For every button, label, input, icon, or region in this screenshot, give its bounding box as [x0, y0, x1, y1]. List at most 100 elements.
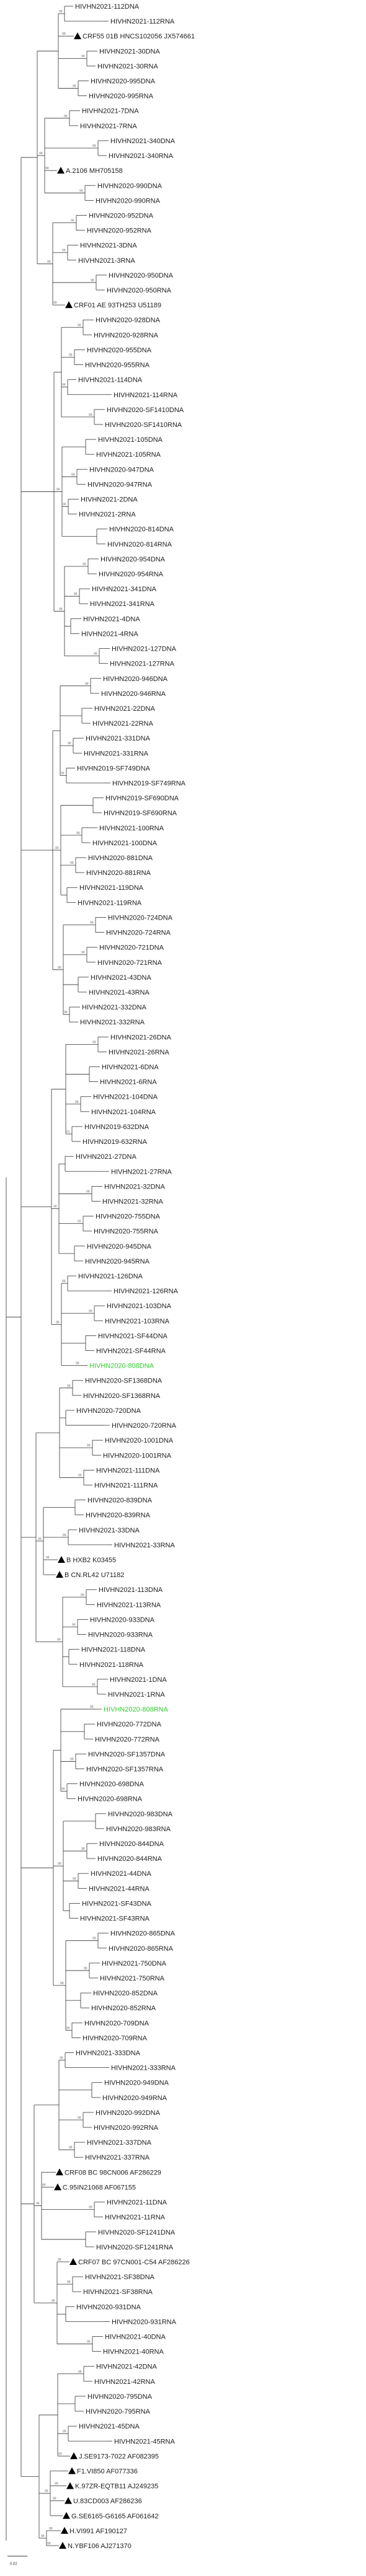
- tip-label: HIVHN2020-931RNA: [112, 2318, 177, 2326]
- bootstrap-label: 99: [78, 323, 81, 327]
- bootstrap-label: 99: [94, 653, 97, 656]
- bootstrap-label: 99: [68, 742, 71, 745]
- tip-label: HIVHN2019-SF749DNA: [77, 765, 151, 772]
- tip-label: HIVHN2020-755RNA: [94, 1228, 159, 1236]
- tip-label: HIVHN2020-945DNA: [87, 1243, 152, 1251]
- tip-label: HIVHN2021-27RNA: [111, 1168, 172, 1176]
- tip-label: HIVHN2020-720DNA: [76, 1407, 141, 1415]
- bootstrap-label: 99: [61, 771, 65, 775]
- tip-label: CRF08 BC 98CN006 AF286229: [65, 2169, 161, 2176]
- triangle-icon: [61, 2526, 68, 2534]
- tip-label: HIVHN2021-30DNA: [99, 48, 160, 55]
- tip-label: HIVHN2021-45DNA: [79, 2423, 140, 2430]
- tip-label: J.SE9173-7022 AF082395: [79, 2453, 159, 2460]
- tip-label: N.YBF106 AJ271370: [68, 2543, 132, 2550]
- tip-label: HIVHN2021-22DNA: [94, 705, 155, 713]
- bootstrap-label: 99: [53, 2497, 56, 2501]
- bootstrap-label: 99: [63, 2430, 66, 2433]
- scale-bar: 0.02: [7, 2556, 27, 2566]
- tip-label: HIVHN2021-7RNA: [80, 123, 137, 130]
- bootstrap-label: 99: [38, 1537, 42, 1541]
- bootstrap-label: 99: [58, 1862, 61, 1866]
- bootstrap-label: 99: [71, 473, 75, 477]
- bootstrap-label: 99: [51, 2299, 55, 2303]
- tip-label: F1.VI850 AF077336: [77, 2468, 138, 2475]
- bootstrap-label: 99: [67, 2280, 71, 2284]
- tip-label: HIVHN2020-928DNA: [96, 317, 161, 324]
- tip-label: HIVHN2019-SF749RNA: [112, 780, 186, 788]
- bootstrap-label: 99: [89, 2206, 92, 2210]
- triangle-icon: [70, 2452, 78, 2460]
- tip-label: HIVHN2021-42DNA: [96, 2363, 157, 2371]
- tip-label: HIVHN2020-865DNA: [110, 1930, 176, 1938]
- tip-label: HIVHN2021-341DNA: [92, 586, 157, 593]
- bootstrap-label: 99: [69, 353, 73, 357]
- bootstrap-label: 99: [62, 249, 66, 253]
- tip-label: HIVHN2020-852DNA: [93, 1990, 158, 1997]
- tip-label: C.95IN21068 AF067155: [63, 2184, 136, 2191]
- tip-label: HIVHN2020-720RNA: [112, 1422, 177, 1430]
- bootstrap-label: 99: [92, 1937, 96, 1941]
- tip-label: HIVHN2021-11RNA: [105, 2214, 166, 2222]
- tip-label: HIVHN2020-949RNA: [102, 2095, 167, 2102]
- bootstrap-label: 99: [59, 607, 63, 611]
- tip-label: HIVHN2021-114RNA: [114, 392, 178, 399]
- triangle-icon: [57, 167, 65, 174]
- tip-label: HIVHN2021-SF38DNA: [85, 2274, 155, 2281]
- tip-label: HIVHN2021-105DNA: [98, 436, 163, 444]
- bootstrap-label: 99: [75, 1101, 79, 1104]
- tip-label: HIVHN2020-955RNA: [85, 362, 150, 369]
- tip-label: HIVHN2021-112DNA: [75, 3, 140, 11]
- triangle-icon: [65, 2497, 72, 2504]
- bootstrap-label: 99: [62, 1280, 66, 1283]
- bootstrap-label: 99: [58, 966, 61, 970]
- tip-label: HIVHN2020-990RNA: [96, 197, 161, 204]
- tip-label: HIVHN2020-852RNA: [91, 2005, 156, 2012]
- tip-label: HIVHN2019-632DNA: [84, 1123, 150, 1131]
- tip-label: HIVHN2020-933RNA: [88, 1632, 153, 1639]
- tip-label: HIVHN2021-11DNA: [107, 2199, 167, 2207]
- bootstrap-label: 99: [47, 2542, 51, 2546]
- bootstrap-label: 99: [63, 503, 66, 507]
- bootstrap-label: 99: [81, 1593, 84, 1597]
- triangle-icon: [68, 2467, 76, 2474]
- tip-label: HIVHN2020-931DNA: [76, 2303, 141, 2311]
- scale-bar-label: 0.02: [10, 2562, 17, 2566]
- tip-label: HIVHN2021-337RNA: [85, 2154, 150, 2161]
- tip-label: HIVHN2020-955DNA: [87, 346, 152, 354]
- tip-label: HIVHN2021-113RNA: [97, 1601, 161, 1609]
- bootstrap-label: 99: [81, 55, 85, 58]
- tip-label: HIVHN2021-3RNA: [78, 257, 135, 265]
- tip-label: HIVHN2021-111RNA: [94, 1482, 158, 1489]
- tip-label: HIVHN2021-340DNA: [110, 138, 176, 145]
- tip-label: HIVHN2021-103DNA: [107, 1303, 172, 1310]
- tip-label: HIVHN2021-331RNA: [84, 750, 149, 757]
- bootstrap-label: 99: [70, 861, 74, 865]
- bootstrap-label: 99: [74, 592, 78, 596]
- tip-label: HIVHN2020-772RNA: [95, 1736, 160, 1743]
- tip-label: HIVHN2020-995RNA: [89, 93, 154, 100]
- bootstrap-label: 99: [76, 832, 80, 835]
- tip-label: HIVHN2021-126RNA: [114, 1288, 179, 1295]
- bootstrap-label: 99: [45, 2490, 48, 2494]
- bootstrap-label: 99: [79, 189, 83, 193]
- tip-label: HIVHN2021-SF44RNA: [96, 1348, 166, 1355]
- bootstrap-label: 99: [60, 1982, 64, 1985]
- tip-label: HIVHN2021-3DNA: [80, 242, 137, 250]
- tip-label: HIVHN2021-SF43DNA: [82, 1900, 152, 1907]
- tip-label: HIVHN2020-954DNA: [100, 556, 166, 563]
- tip-label: HIVHN2020-947RNA: [87, 481, 153, 488]
- tip-label: HIVHN2020-946DNA: [103, 675, 168, 683]
- tip-label: HIVHN2021-43DNA: [91, 974, 151, 982]
- tip-label: HIVHN2020-SF1368DNA: [85, 1378, 163, 1385]
- tip-label: HIVHN2021-22RNA: [92, 720, 153, 728]
- bootstrap-label: 99: [69, 2146, 73, 2150]
- tip-label: HIVHN2021-1RNA: [108, 1691, 165, 1699]
- tip-label: HIVHN2020-SF1410RNA: [105, 421, 182, 429]
- tip-label: HIVHN2020-808DNA: [89, 1363, 154, 1370]
- tip-label: HIVHN2021-103RNA: [105, 1317, 170, 1325]
- bootstrap-label: 99: [56, 1321, 60, 1324]
- bootstrap-label: 99: [91, 279, 94, 283]
- tip-label: HIVHN2021-33DNA: [79, 1527, 140, 1534]
- bootstrap-label: 99: [64, 115, 68, 118]
